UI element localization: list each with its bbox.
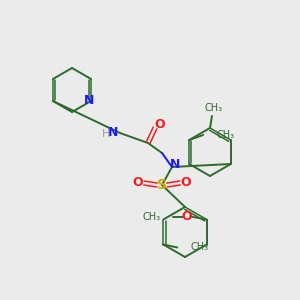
Text: O: O <box>181 176 191 188</box>
Text: N: N <box>84 94 94 107</box>
Text: O: O <box>155 118 165 131</box>
Text: CH₃: CH₃ <box>190 242 208 253</box>
Text: CH₃: CH₃ <box>205 103 223 113</box>
Text: H: H <box>102 129 110 139</box>
Text: N: N <box>170 158 180 172</box>
Text: O: O <box>181 210 192 223</box>
Text: O: O <box>133 176 143 188</box>
Text: S: S <box>157 178 167 192</box>
Text: N: N <box>108 127 118 140</box>
Text: CH₃: CH₃ <box>216 130 234 140</box>
Text: CH₃: CH₃ <box>142 212 161 221</box>
